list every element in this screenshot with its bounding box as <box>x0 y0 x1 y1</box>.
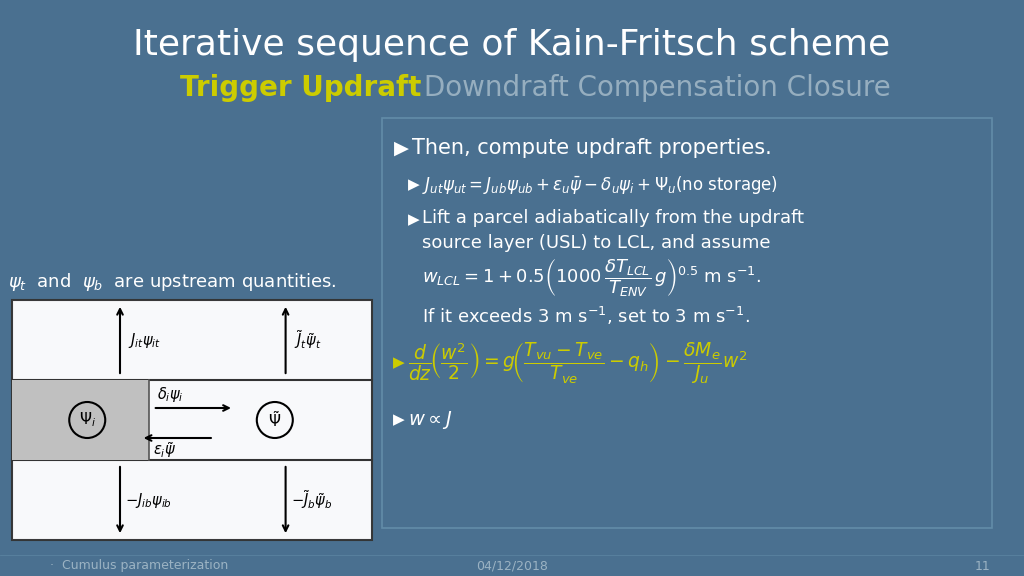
Text: $w_{LCL} = 1 + 0.5\left(1000\,\dfrac{\delta T_{LCL}}{T_{ENV}}\,g\right)^{0.5}$ m: $w_{LCL} = 1 + 0.5\left(1000\,\dfrac{\de… <box>422 257 761 299</box>
Text: $\delta_i\psi_i$: $\delta_i\psi_i$ <box>157 385 183 404</box>
Bar <box>12 380 148 460</box>
Text: Trigger Updraft: Trigger Updraft <box>180 74 421 102</box>
Text: $-J_{ib}\psi_{ib}$: $-J_{ib}\psi_{ib}$ <box>125 491 172 510</box>
Text: $-\tilde{J}_b\tilde{\psi}_b$: $-\tilde{J}_b\tilde{\psi}_b$ <box>291 488 332 511</box>
Text: $\psi_t$  and  $\psi_b$  are upstream quantities.: $\psi_t$ and $\psi_b$ are upstream quant… <box>8 271 337 293</box>
Text: $\blacktriangleright$: $\blacktriangleright$ <box>406 212 422 228</box>
Text: source layer (USL) to LCL, and assume: source layer (USL) to LCL, and assume <box>422 234 770 252</box>
Text: $\tilde{\Psi}$: $\tilde{\Psi}$ <box>268 410 282 430</box>
Text: $J_{it}\psi_{it}$: $J_{it}\psi_{it}$ <box>128 331 161 350</box>
Text: $\blacktriangleright$: $\blacktriangleright$ <box>390 138 411 157</box>
Text: 04/12/2018: 04/12/2018 <box>476 559 548 573</box>
Text: $\blacktriangleright$: $\blacktriangleright$ <box>406 177 422 193</box>
Bar <box>382 118 992 528</box>
Text: $J_{ut}\psi_{ut} = J_{ub}\psi_{ub} + \varepsilon_u\bar{\psi} - \delta_u\psi_i + : $J_{ut}\psi_{ut} = J_{ub}\psi_{ub} + \va… <box>422 174 778 196</box>
Text: $\blacktriangleright$: $\blacktriangleright$ <box>390 355 407 371</box>
Text: 11: 11 <box>974 559 990 573</box>
Text: If it exceeds 3 m s$^{-1}$, set to 3 m s$^{-1}$.: If it exceeds 3 m s$^{-1}$, set to 3 m s… <box>422 305 750 327</box>
Text: $\dfrac{d}{dz}\!\left(\dfrac{w^2}{2}\right) = g\!\left(\dfrac{T_{vu}-T_{ve}}{T_{: $\dfrac{d}{dz}\!\left(\dfrac{w^2}{2}\rig… <box>408 340 748 386</box>
Text: $\Psi_i$: $\Psi_i$ <box>79 411 96 429</box>
Text: $w \propto J$: $w \propto J$ <box>408 409 453 431</box>
Text: $\varepsilon_i\tilde{\psi}$: $\varepsilon_i\tilde{\psi}$ <box>153 440 176 460</box>
Text: ·  Cumulus parameterization: · Cumulus parameterization <box>50 559 228 573</box>
Bar <box>12 300 372 540</box>
Text: $\blacktriangleright$: $\blacktriangleright$ <box>390 412 407 428</box>
Text: Iterative sequence of Kain-Fritsch scheme: Iterative sequence of Kain-Fritsch schem… <box>133 28 891 62</box>
Text: $\tilde{J}_t\tilde{\psi}_t$: $\tilde{J}_t\tilde{\psi}_t$ <box>294 328 322 351</box>
Text: Lift a parcel adiabatically from the updraft: Lift a parcel adiabatically from the upd… <box>422 209 804 227</box>
Text: Then, compute updraft properties.: Then, compute updraft properties. <box>412 138 772 158</box>
Text: Downdraft Compensation Closure: Downdraft Compensation Closure <box>415 74 891 102</box>
